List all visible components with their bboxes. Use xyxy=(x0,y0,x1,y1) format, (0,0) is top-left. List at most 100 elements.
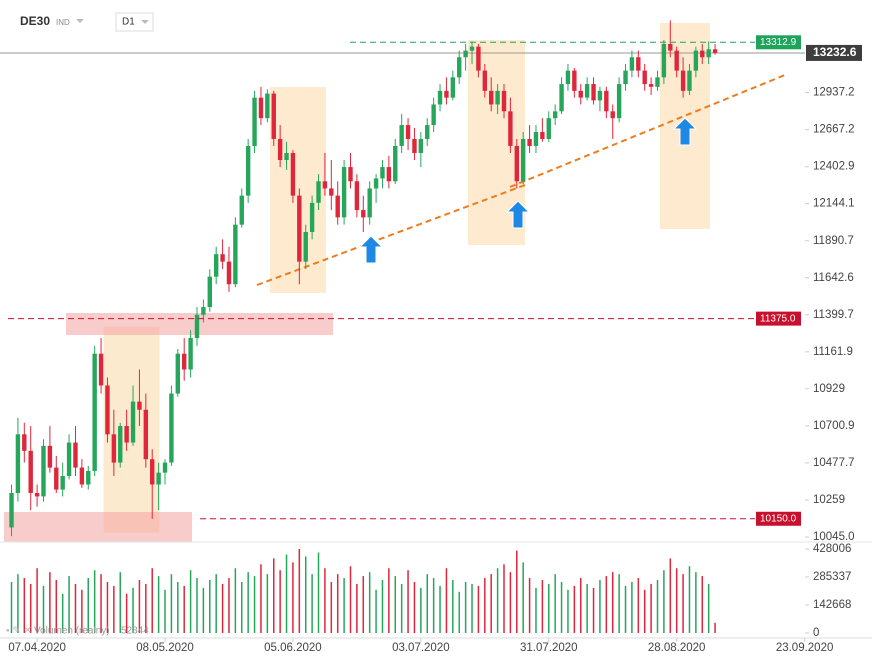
x-tick-label: 31.07.2020 xyxy=(520,642,578,654)
candle-body xyxy=(207,276,212,308)
candle-body xyxy=(629,57,635,71)
candle-body xyxy=(648,84,654,87)
candle-body xyxy=(597,90,603,101)
candle-body xyxy=(361,210,366,218)
candle-body xyxy=(60,476,65,490)
candle-body xyxy=(150,459,155,485)
candle-body xyxy=(201,307,206,315)
candle-body xyxy=(316,181,321,203)
candle-body xyxy=(54,467,59,490)
candle-body xyxy=(565,70,571,85)
interval-box[interactable] xyxy=(115,12,154,32)
y-tick-label: 12667.2 xyxy=(813,124,855,136)
candle-body xyxy=(258,97,264,119)
dropdown[interactable] xyxy=(141,20,149,24)
candle-body xyxy=(22,434,27,451)
candle-body xyxy=(584,84,590,98)
interval: D1 xyxy=(122,17,135,28)
candle-body xyxy=(226,261,232,285)
candle-body xyxy=(469,46,475,51)
candle-body xyxy=(399,125,404,146)
candle-body xyxy=(572,70,577,91)
candle-body xyxy=(616,84,622,119)
level-label: 11375.0 xyxy=(760,313,796,324)
y-tick-label: 12402.9 xyxy=(813,161,855,173)
candle-body xyxy=(271,93,276,139)
candle-body xyxy=(9,492,14,528)
candle-body xyxy=(297,195,302,262)
candle-body xyxy=(680,70,686,91)
candle-body xyxy=(66,442,72,477)
candle-body xyxy=(111,434,117,463)
y-tick-label: 10929 xyxy=(813,383,845,395)
candle-body xyxy=(386,167,392,182)
candle-body xyxy=(393,145,398,182)
legend-icons[interactable]: ▪ ✎ ✕ xyxy=(6,626,32,637)
candle-body xyxy=(437,90,443,105)
candle-body xyxy=(213,254,219,277)
candle-body xyxy=(220,254,225,262)
candle-body xyxy=(277,138,283,161)
candle-body xyxy=(418,138,424,153)
trendlines xyxy=(256,74,786,286)
y-tick-label: 11161.9 xyxy=(813,346,853,358)
candle-body xyxy=(501,90,507,112)
volume-legend-value: 52344 xyxy=(121,626,149,637)
candle-body xyxy=(546,118,551,139)
y-tick-label: 10045.0 xyxy=(813,531,855,543)
candle-body xyxy=(252,97,257,146)
candle-body xyxy=(348,167,353,182)
candle-body xyxy=(700,50,705,58)
candle-body xyxy=(636,57,641,71)
candle-body xyxy=(41,445,46,497)
candle-body xyxy=(559,84,564,112)
candle-body xyxy=(373,178,379,189)
candle-body xyxy=(623,70,628,85)
candle-body xyxy=(668,44,673,51)
candle-body xyxy=(105,385,110,435)
candle-body xyxy=(92,353,97,471)
y-tick-label: 10259 xyxy=(813,494,845,506)
last-price-label: 13232.6 xyxy=(813,45,857,59)
candle-body xyxy=(322,181,328,189)
candle-body xyxy=(450,77,456,98)
candle-body xyxy=(578,90,583,98)
level-box xyxy=(756,311,801,326)
kind: IND xyxy=(56,18,70,27)
candle-body xyxy=(508,111,513,146)
candle-body xyxy=(137,401,142,410)
candle-body xyxy=(533,132,539,146)
candle-body xyxy=(303,232,308,262)
candle-body xyxy=(233,224,238,285)
candle-body xyxy=(265,93,270,119)
candle-body xyxy=(591,84,596,101)
level-box xyxy=(756,511,801,526)
candle-body xyxy=(693,50,699,71)
candle-body xyxy=(540,132,545,139)
y-tick-label: 11642.6 xyxy=(813,272,854,284)
x-tick-label: 08.05.2020 xyxy=(136,642,194,654)
candle-body xyxy=(79,467,85,485)
level-box xyxy=(756,35,801,50)
x-tick-label: 07.04.2020 xyxy=(8,642,66,654)
volume-tick-label: 142668 xyxy=(813,599,851,611)
level-label: 10150.0 xyxy=(760,513,797,524)
dropdown[interactable] xyxy=(76,19,84,23)
volume-tick-label: 0 xyxy=(813,627,819,639)
candle-body xyxy=(156,472,161,485)
candle-body xyxy=(188,338,193,370)
candle-body xyxy=(476,46,481,71)
candle-body xyxy=(482,70,488,91)
candle-body xyxy=(527,138,532,146)
candle-body xyxy=(425,125,430,139)
y-tick-label: 10700.9 xyxy=(813,420,855,432)
candle-body xyxy=(706,49,711,58)
candle-body xyxy=(194,314,200,339)
candle-body xyxy=(552,111,558,119)
candle-body xyxy=(245,145,251,196)
candle-body xyxy=(28,450,33,493)
candle-body xyxy=(284,152,289,161)
y-tick-label: 12144.1 xyxy=(813,198,855,210)
candle-body xyxy=(412,138,417,153)
